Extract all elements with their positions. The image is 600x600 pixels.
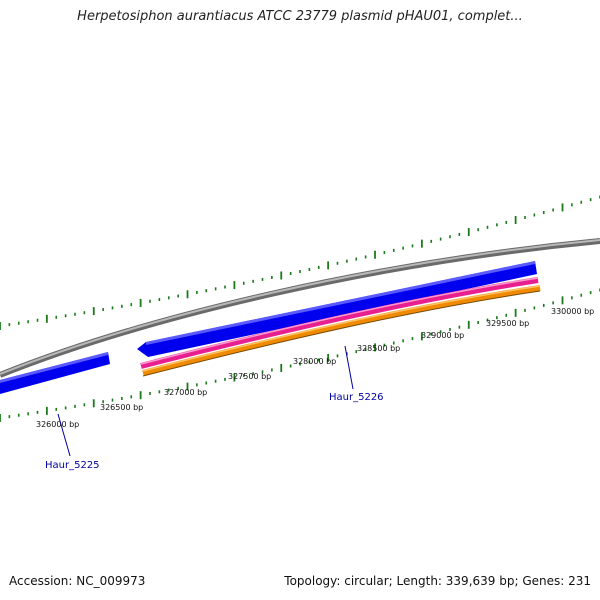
accession-text: Accession: NC_009973 xyxy=(9,574,146,588)
scale-label: 329000 bp xyxy=(421,331,464,340)
inner-tick-ring xyxy=(0,288,600,422)
scale-label: 328000 bp xyxy=(293,357,336,366)
gene-label-haur-5225[interactable]: Haur_5225 xyxy=(45,460,100,471)
map-title: Herpetosiphon aurantiacus ATCC 23779 pla… xyxy=(77,9,523,24)
scale-label: 328500 bp xyxy=(357,344,400,353)
magenta-feature-track xyxy=(140,277,539,369)
gene-label-haur-5226[interactable]: Haur_5226 xyxy=(329,392,384,403)
scale-label: 327000 bp xyxy=(164,388,207,397)
scale-label: 329500 bp xyxy=(486,319,529,328)
scale-label: 330000 bp xyxy=(551,307,594,316)
gene-label-leader xyxy=(57,413,71,457)
gene-haur-5226[interactable] xyxy=(137,261,537,357)
topology-summary: Topology: circular; Length: 339,639 bp; … xyxy=(284,574,591,588)
outer-tick-ring xyxy=(0,195,600,330)
scale-label: 327500 bp xyxy=(228,372,271,381)
plasmid-backbone xyxy=(0,238,600,378)
gene-haur-5225[interactable] xyxy=(0,352,110,394)
scale-label: 326000 bp xyxy=(36,420,79,429)
scale-label: 326500 bp xyxy=(100,403,143,412)
orange-feature-track xyxy=(142,285,541,376)
gene-label-leader xyxy=(344,345,354,390)
